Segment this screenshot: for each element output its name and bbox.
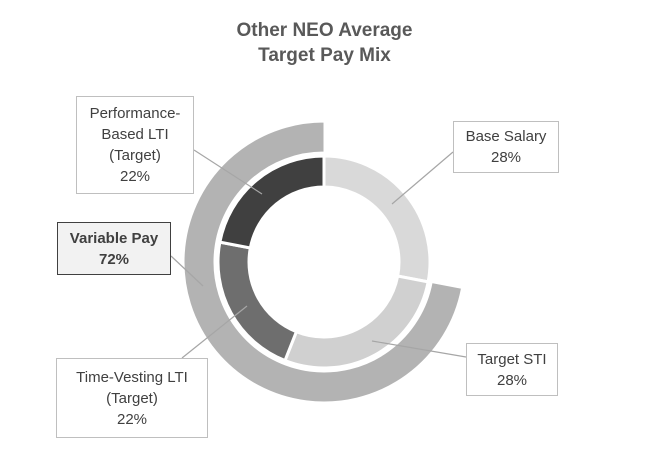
- label-target-sti-value: 28%: [496, 371, 528, 389]
- label-performance-value: 22%: [119, 168, 151, 185]
- chart-title-line-2: Target Pay Mix: [258, 45, 391, 66]
- leader-line-performance: [193, 149, 263, 195]
- label-target-sti: Target STI 28%: [466, 343, 558, 396]
- label-time-vesting-value: 22%: [116, 410, 148, 428]
- label-variable-pay-name: Variable Pay: [69, 229, 159, 247]
- label-target-sti-name: Target STI: [477, 350, 547, 368]
- chart-title: Other NEO Average Target Pay Mix: [0, 18, 649, 68]
- chart-title-line-1: Other NEO Average: [236, 20, 413, 41]
- inner-slice-base-salary: [322, 154, 432, 284]
- inner-slice-performance-based-lti-target: [218, 154, 326, 250]
- label-variable-pay: Variable Pay 72%: [57, 222, 171, 275]
- label-base-salary-name: Base Salary: [465, 128, 547, 145]
- label-performance-line-1: Performance-: [89, 105, 181, 122]
- label-base-salary-value: 28%: [490, 149, 522, 166]
- label-time-vesting-lti: Time-Vesting LTI (Target) 22%: [56, 358, 208, 438]
- label-performance-line-2: Based LTI: [101, 126, 169, 143]
- label-time-vesting-line-2: (Target): [106, 389, 158, 407]
- label-base-salary: Base Salary 28%: [453, 121, 559, 173]
- leader-line-target-sti: [371, 340, 467, 358]
- label-time-vesting-line-1: Time-Vesting LTI: [76, 368, 188, 386]
- leader-line-base-salary: [391, 151, 454, 205]
- leader-line-variable-pay: [170, 255, 204, 287]
- label-variable-pay-value: 72%: [98, 250, 130, 268]
- label-performance-line-3: (Target): [109, 147, 161, 164]
- outer-slice-variable-pay: [183, 121, 463, 403]
- leader-line-time-vesting: [181, 305, 248, 359]
- label-performance-based-lti: Performance- Based LTI (Target) 22%: [76, 96, 194, 194]
